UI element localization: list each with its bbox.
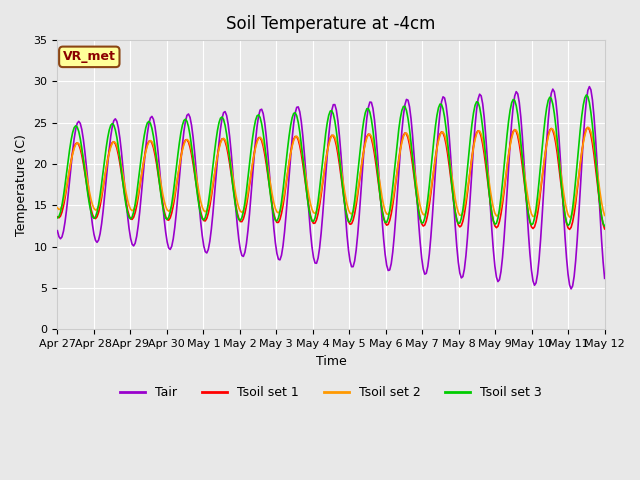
Legend: Tair, Tsoil set 1, Tsoil set 2, Tsoil set 3: Tair, Tsoil set 1, Tsoil set 2, Tsoil se… <box>115 381 547 404</box>
Y-axis label: Temperature (C): Temperature (C) <box>15 134 28 236</box>
Title: Soil Temperature at -4cm: Soil Temperature at -4cm <box>227 15 436 33</box>
X-axis label: Time: Time <box>316 355 346 368</box>
Text: VR_met: VR_met <box>63 50 116 63</box>
